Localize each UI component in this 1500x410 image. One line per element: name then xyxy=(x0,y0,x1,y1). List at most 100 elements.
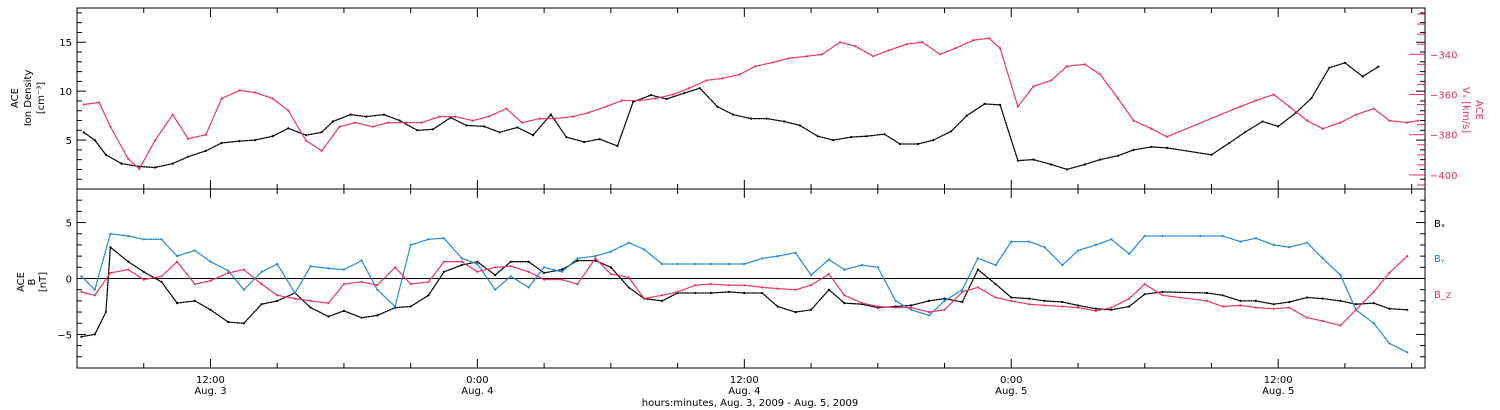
data-point xyxy=(620,99,624,102)
data-point xyxy=(950,130,953,133)
data-point xyxy=(1288,306,1291,309)
data-point xyxy=(609,250,613,253)
x-tick-time-label: 12:00 xyxy=(730,375,759,386)
data-point xyxy=(554,117,557,120)
data-point xyxy=(465,124,468,127)
data-point xyxy=(560,278,564,281)
data-point xyxy=(253,139,257,142)
data-point xyxy=(738,73,742,76)
data-point xyxy=(872,55,875,58)
data-point xyxy=(1065,65,1068,68)
data-point xyxy=(160,275,163,278)
data-point xyxy=(416,129,419,132)
data-point xyxy=(142,238,145,241)
data-point xyxy=(242,322,245,325)
data-point xyxy=(365,115,368,118)
data-point xyxy=(1061,300,1064,304)
data-point xyxy=(476,270,479,273)
data-point xyxy=(1161,290,1164,293)
data-point xyxy=(253,91,257,94)
data-point xyxy=(109,125,112,128)
data-point xyxy=(676,262,679,266)
data-point xyxy=(1339,274,1342,277)
data-point xyxy=(1261,120,1264,123)
data-point xyxy=(1205,299,1209,302)
data-point xyxy=(209,279,212,282)
data-point xyxy=(160,280,163,283)
y2-tick-label: −340 xyxy=(1430,50,1457,61)
data-point xyxy=(193,299,196,302)
top-left-axis-label-line1: ACE xyxy=(10,88,21,108)
y-tick-label: 10 xyxy=(59,87,72,98)
data-point xyxy=(527,270,530,273)
data-point xyxy=(238,89,241,92)
data-point xyxy=(305,134,308,137)
data-point xyxy=(260,303,263,306)
data-point xyxy=(376,314,379,317)
data-point xyxy=(1243,131,1246,134)
data-point xyxy=(709,291,713,295)
data-point xyxy=(754,65,757,68)
data-point xyxy=(460,264,463,267)
data-point xyxy=(565,136,568,139)
data-point xyxy=(483,125,486,128)
data-point xyxy=(153,166,156,169)
data-point xyxy=(1094,309,1097,312)
data-point xyxy=(260,283,263,286)
data-point xyxy=(832,139,835,142)
data-point xyxy=(910,304,913,307)
bottom-left-axis-label: ACE B [nT] xyxy=(16,272,49,292)
data-point xyxy=(1306,296,1309,299)
x-tick-time-label: 12:00 xyxy=(196,375,225,386)
data-point xyxy=(109,246,112,249)
data-point xyxy=(810,284,813,287)
data-point xyxy=(1372,290,1375,293)
data-point xyxy=(776,255,779,258)
data-point xyxy=(1061,305,1064,308)
data-point xyxy=(716,105,719,108)
data-point xyxy=(420,121,423,124)
data-point xyxy=(560,268,564,271)
data-point xyxy=(176,302,179,305)
data-point xyxy=(176,260,179,263)
x-tick-time-label: 0:00 xyxy=(1000,375,1022,386)
data-point xyxy=(999,103,1002,106)
data-point xyxy=(1288,300,1291,304)
data-point xyxy=(509,275,512,278)
data-point xyxy=(1076,249,1080,252)
data-point xyxy=(876,305,879,308)
data-point xyxy=(1254,299,1257,302)
data-point xyxy=(460,257,463,260)
data-point xyxy=(276,299,279,302)
data-point xyxy=(276,262,279,266)
data-point xyxy=(476,260,479,263)
data-point xyxy=(127,260,130,263)
data-point xyxy=(543,271,546,274)
data-point xyxy=(438,115,441,118)
data-point xyxy=(204,149,208,152)
data-point xyxy=(1354,303,1358,306)
data-point xyxy=(994,264,997,267)
data-point xyxy=(1417,119,1420,122)
legend-bz: B_z xyxy=(1434,290,1451,301)
data-point xyxy=(1161,294,1164,297)
data-point xyxy=(1343,61,1346,64)
data-point xyxy=(961,290,964,293)
data-point xyxy=(810,308,813,311)
data-point xyxy=(1099,73,1102,76)
data-point xyxy=(654,97,657,100)
data-point xyxy=(854,45,857,48)
data-point xyxy=(527,260,530,263)
top-right-axis-label: ACE Vₓ [km/s] xyxy=(1460,87,1484,133)
data-point xyxy=(1277,125,1280,128)
data-point xyxy=(1321,127,1324,130)
data-point xyxy=(360,316,363,319)
data-point xyxy=(1339,324,1342,327)
data-point xyxy=(309,299,312,302)
data-point xyxy=(1406,121,1409,124)
data-point xyxy=(1239,299,1242,302)
data-point xyxy=(821,53,824,56)
data-point xyxy=(727,262,730,266)
data-point xyxy=(127,234,130,238)
data-point xyxy=(987,37,991,40)
